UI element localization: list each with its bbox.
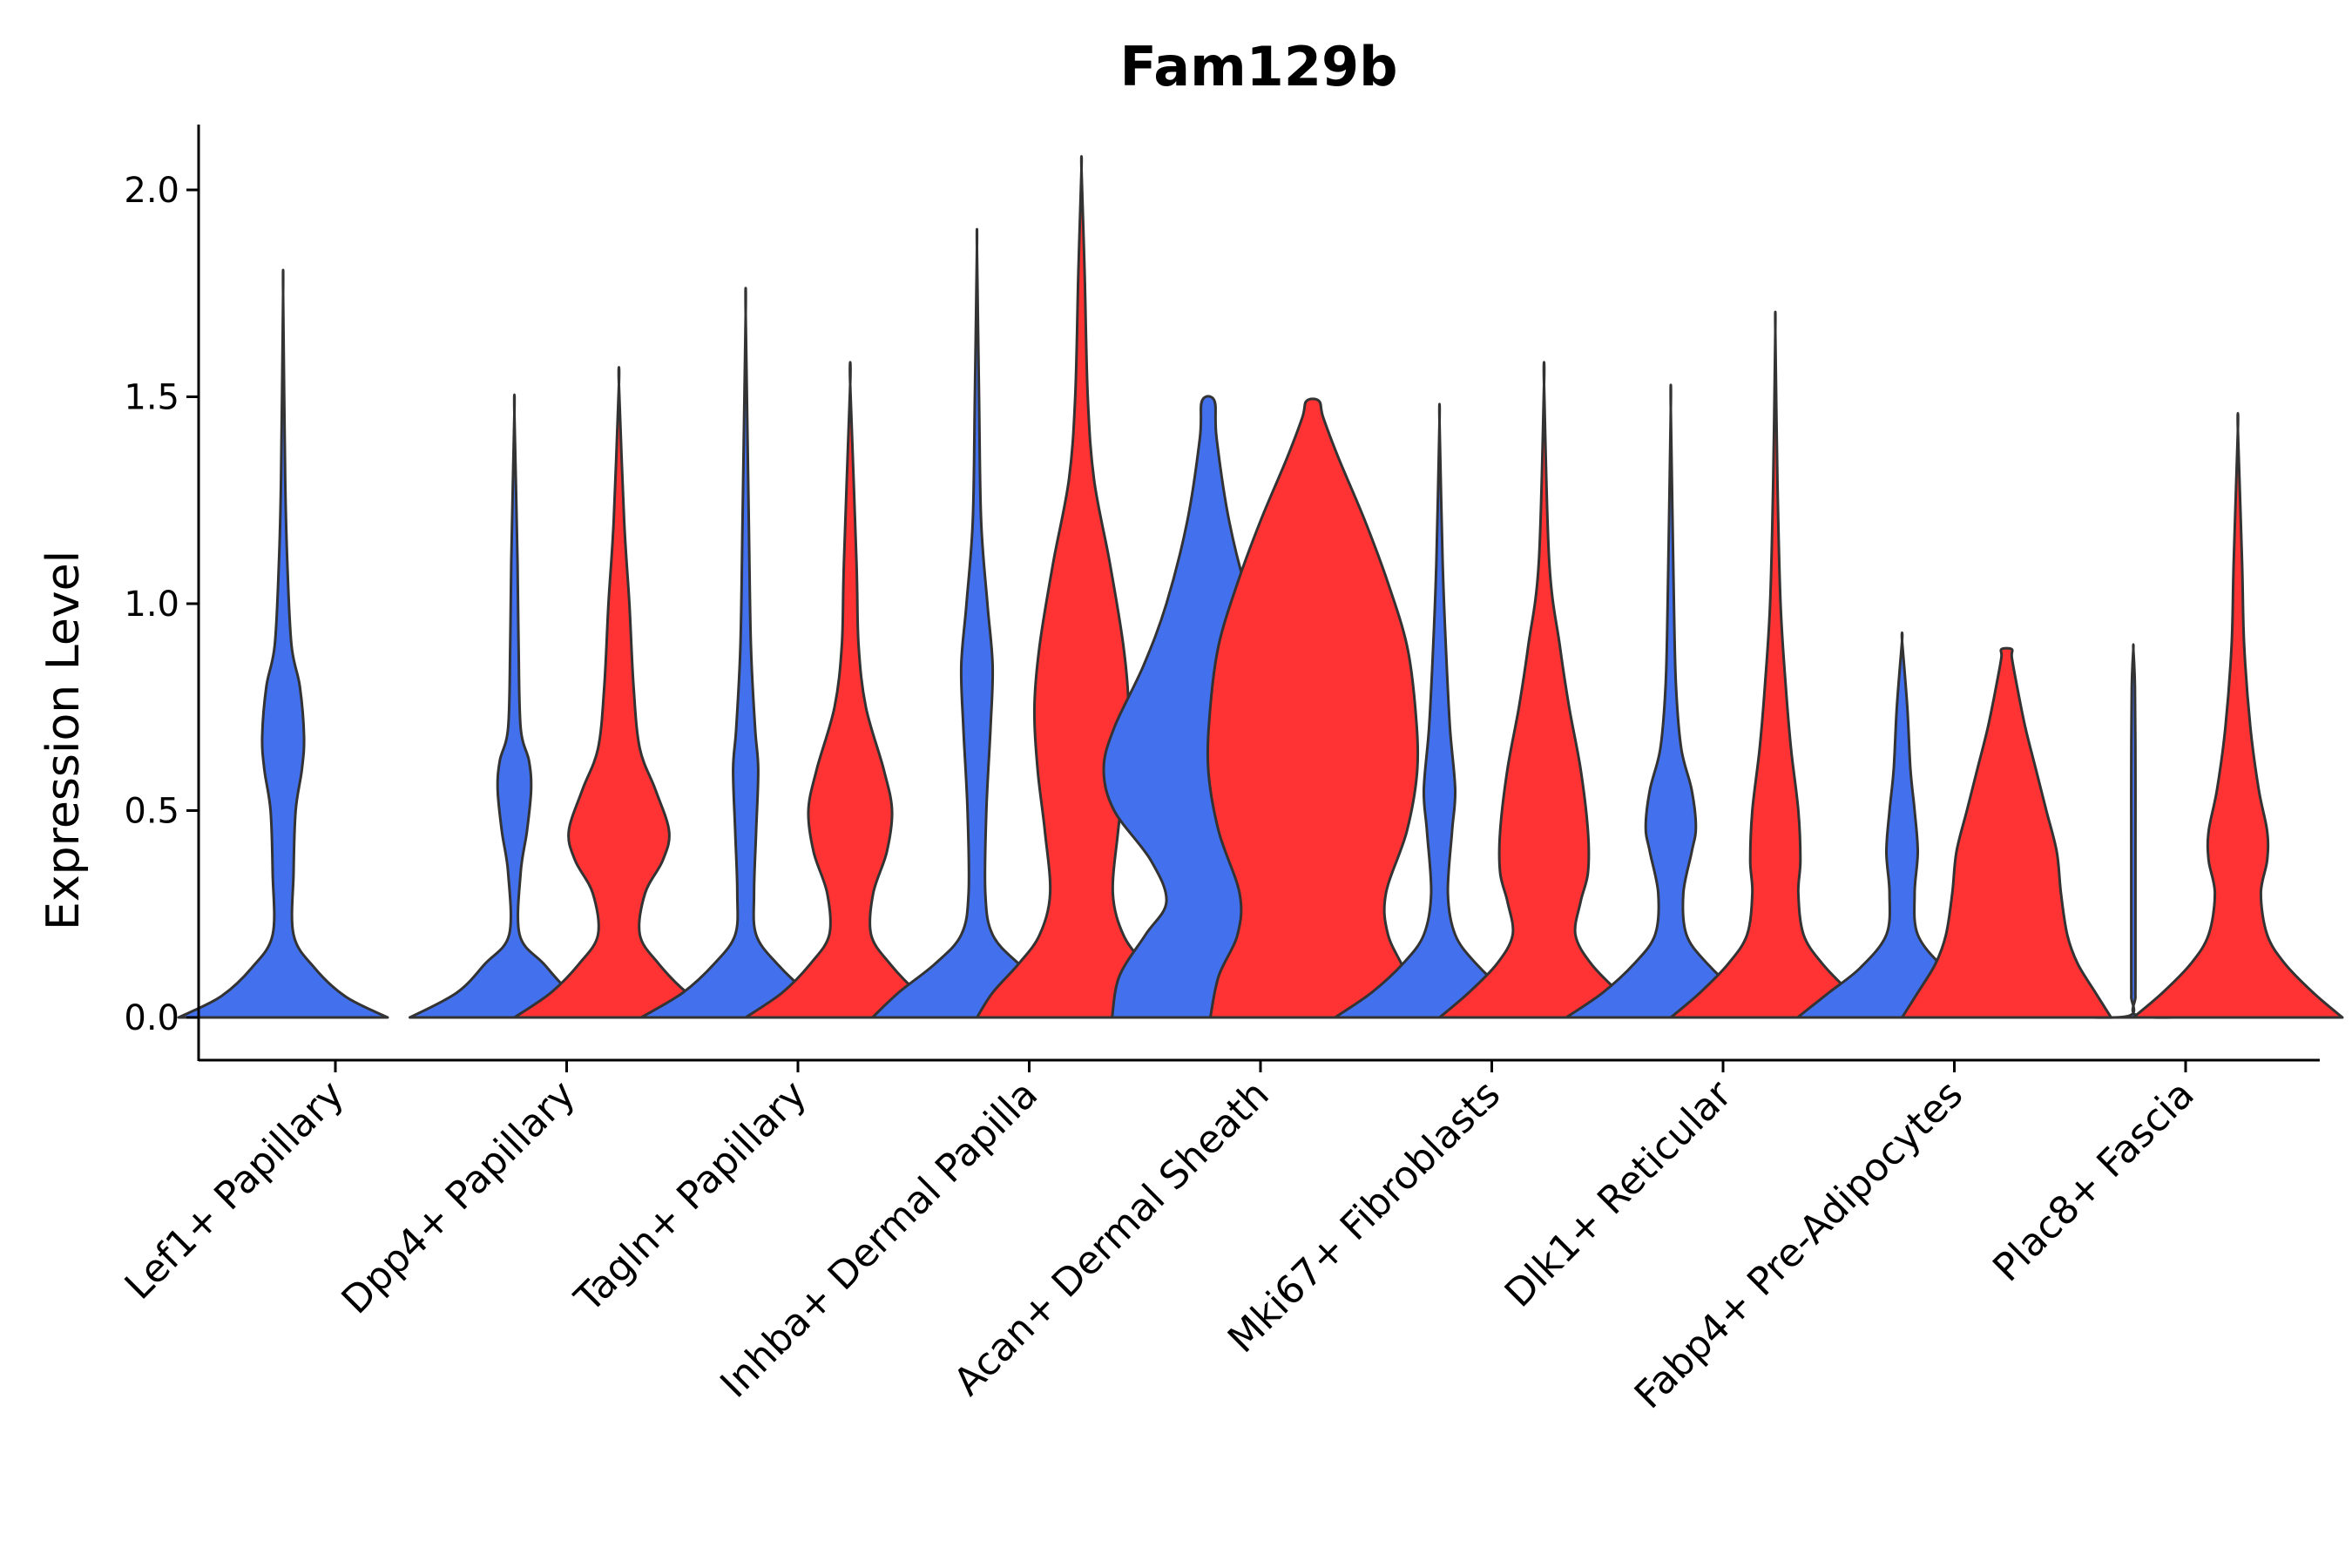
violin-red [513, 366, 725, 1019]
x-category-label: Tagln+ Papillary [566, 1072, 815, 1321]
x-category-label: Lef1+ Papillary [117, 1072, 353, 1308]
violin-red [1206, 397, 1420, 1019]
y-axis-label: Expression Level [37, 551, 90, 930]
y-tick-label: 0.5 [124, 792, 179, 832]
violin-blue [1796, 631, 2008, 1019]
violin-red [976, 154, 1187, 1019]
y-tick-label: 1.5 [124, 378, 179, 418]
chart-title: Fam129b [1120, 35, 1398, 98]
violin-blue [409, 393, 620, 1019]
violin-blue [1334, 402, 1545, 1019]
violin-red [1901, 646, 2112, 1019]
y-tick-label: 1.0 [124, 585, 179, 625]
violin-blue [1565, 383, 1777, 1019]
violin-blue [177, 268, 389, 1019]
violin-red [1669, 310, 1882, 1019]
violin-red [2132, 412, 2344, 1019]
violin-blue [871, 227, 1083, 1019]
y-ticks: 0.0 0.5 1.0 1.5 2.0 [124, 171, 199, 1038]
violin-blue [2081, 643, 2186, 1019]
x-category-label: Dpp4+ Papillary [334, 1072, 585, 1323]
x-category-label: Plac8+ Fascia [1984, 1072, 2203, 1291]
violin-red [1438, 361, 1650, 1019]
violins-layer [177, 154, 2344, 1019]
violin-blue [639, 287, 852, 1019]
x-category-label: Dlk1+ Reticular [1497, 1071, 1741, 1316]
y-tick-label: 2.0 [124, 171, 179, 211]
y-tick-label: 0.0 [124, 998, 179, 1038]
violin-red [744, 361, 956, 1019]
